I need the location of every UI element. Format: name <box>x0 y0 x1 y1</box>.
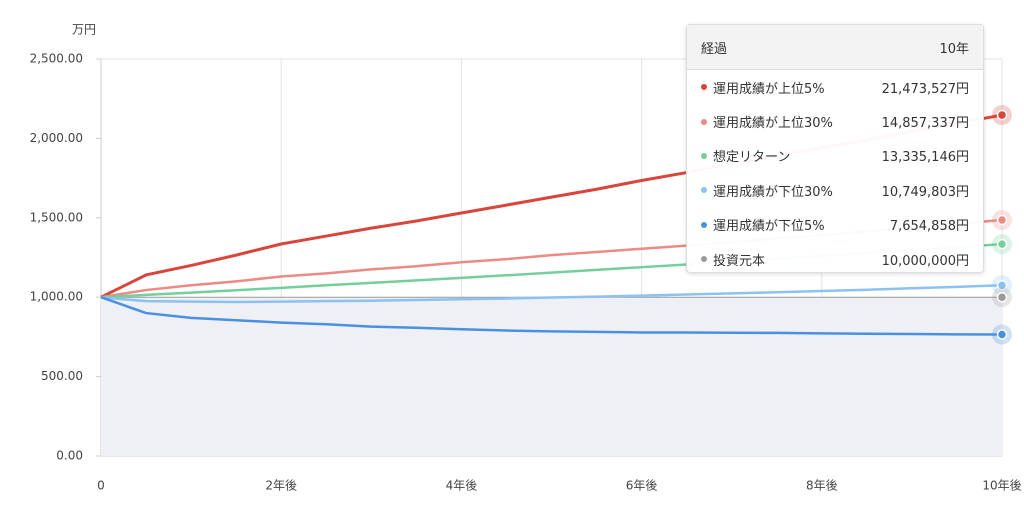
end-point <box>996 109 1008 121</box>
y-tick-label: 1,500.00 <box>30 210 83 224</box>
tooltip-row: 運用成績が上位30% 14,857,337円 <box>687 104 983 138</box>
line <box>100 296 1003 336</box>
legend-dot <box>701 118 707 125</box>
tooltip-rows: 運用成績が上位5% 21,473,527円運用成績が上位30% 14,857,337… <box>687 70 983 276</box>
tooltip-row: 想定リターン 13,335,146円 <box>687 139 983 173</box>
legend-dot <box>701 84 707 91</box>
series-name: 運用成績が上位30% <box>713 116 833 132</box>
x-tick-label: 2年後 <box>265 479 297 493</box>
series-value: 14,857,337円 <box>881 116 969 132</box>
x-tick-label: 8年後 <box>806 479 838 493</box>
tooltip-title: 経過 <box>701 41 728 57</box>
end-point <box>996 280 1008 291</box>
series-name: 想定リターン <box>713 150 791 166</box>
tooltip-period: 10年 <box>939 41 969 57</box>
area <box>101 297 1002 456</box>
series-name: 運用成績が下位5% <box>713 219 825 235</box>
end-point <box>996 214 1008 226</box>
tooltip-row: 運用成績が下位30% 10,749,803円 <box>687 173 983 207</box>
tooltip: 経過 10年 運用成績が上位5% 21,473,527円運用成績が上位30% 14,8… <box>686 24 984 273</box>
series-value: 7,654,858円 <box>889 219 969 235</box>
x-tick-label: 4年後 <box>446 479 478 493</box>
x-tick-label: 6年後 <box>626 479 658 493</box>
series-name: 運用成績が下位30% <box>713 184 833 200</box>
series-value: 10,000,000円 <box>881 253 969 269</box>
tooltip-row: 運用成績が上位5% 21,473,527円 <box>687 70 983 104</box>
tooltip-header: 経過 10年 <box>687 25 983 70</box>
y-tick-label: 2,000.00 <box>30 131 83 145</box>
legend-dot <box>701 256 707 263</box>
y-tick-label: 500.00 <box>41 369 83 383</box>
tooltip-row: 運用成績が下位5% 7,654,858円 <box>687 208 983 242</box>
x-tick-label: 0 <box>97 479 105 493</box>
series-value: 21,473,527円 <box>881 81 969 97</box>
legend-dot <box>701 221 707 228</box>
end-point <box>996 291 1008 303</box>
series-name: 投資元本 <box>713 253 766 269</box>
x-tick-label: 10年後 <box>982 479 1021 493</box>
legend-dot <box>701 152 707 159</box>
tooltip-row: 投資元本 10,000,000円 <box>687 242 983 276</box>
y-tick-label: 1,000.00 <box>30 290 83 304</box>
series-value: 13,335,146円 <box>881 150 969 166</box>
y-tick-label: 0.00 <box>56 449 83 463</box>
end-point <box>996 329 1008 340</box>
legend-dot <box>701 187 707 194</box>
y-tick-label: 2,500.00 <box>30 52 83 66</box>
line <box>100 284 1003 304</box>
y-unit: 万円 <box>72 23 96 37</box>
series-name: 運用成績が上位5% <box>713 81 825 97</box>
series-value: 10,749,803円 <box>881 184 969 200</box>
end-point <box>996 238 1008 250</box>
